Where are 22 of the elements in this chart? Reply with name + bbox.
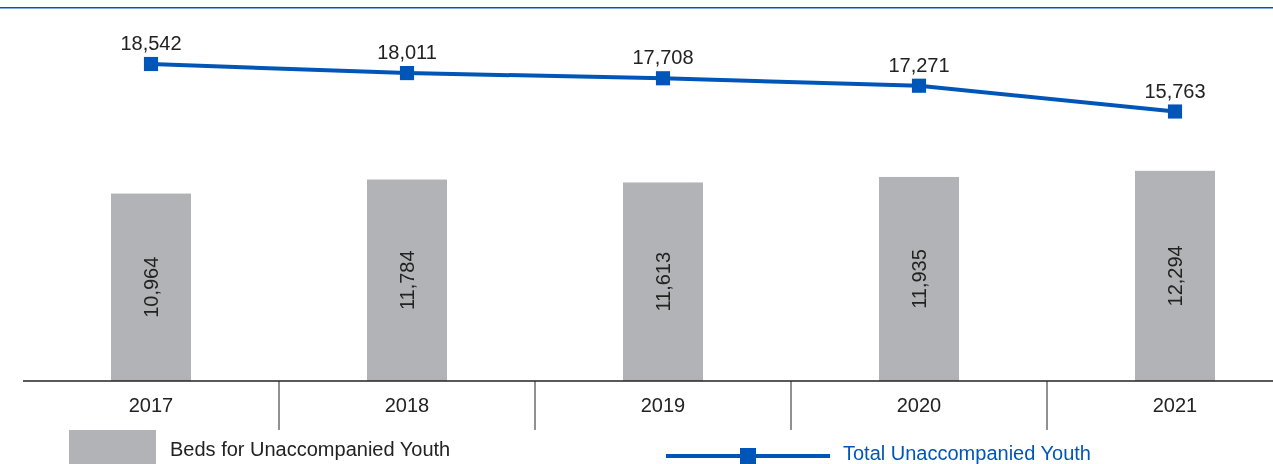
x-tick-label: 2020: [896, 394, 942, 416]
data-label: 18,011: [377, 41, 437, 64]
data-label: 11,613: [652, 251, 674, 312]
legend-label: Beds for Unaccompanied Youth: [170, 438, 451, 460]
point: [655, 71, 671, 86]
data-label: 12,294: [1164, 245, 1186, 307]
data-label: 11,935: [908, 249, 930, 309]
data-label: 17,271: [888, 53, 950, 76]
x-tick-label: 2021: [1152, 394, 1198, 416]
x-tick-label: 2019: [640, 394, 686, 416]
point: [1167, 104, 1183, 119]
data-label: 17,708: [632, 46, 694, 69]
point: [143, 56, 159, 72]
x-tick-label: 2018: [384, 394, 430, 416]
point: [911, 78, 927, 93]
data-label: 18,542: [120, 32, 182, 54]
text: Total Unaccompanied Youth: [843, 442, 1091, 464]
data-label: 11,784: [396, 250, 418, 311]
point: [399, 66, 415, 81]
x-tick-label: 2017: [128, 394, 174, 416]
data-label: 10,964: [140, 256, 162, 318]
data-label: 15,763: [1144, 79, 1206, 102]
